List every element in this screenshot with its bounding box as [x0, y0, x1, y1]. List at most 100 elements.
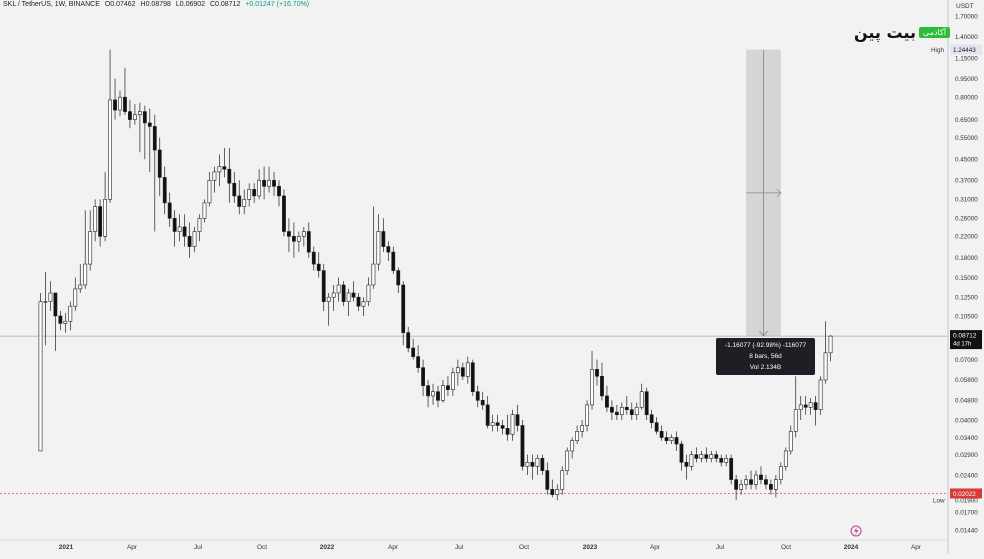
candle-down[interactable] — [262, 179, 266, 187]
candle-down[interactable] — [341, 284, 346, 302]
candle-down[interactable] — [495, 422, 500, 426]
candle-down[interactable] — [729, 458, 734, 480]
candle-down[interactable] — [803, 404, 808, 408]
candle-up[interactable] — [38, 301, 43, 452]
candle-down[interactable] — [813, 402, 818, 411]
candle-up[interactable] — [296, 235, 301, 242]
candle-up[interactable] — [535, 458, 540, 467]
candle-down[interactable] — [252, 189, 257, 197]
event-marker-icon[interactable] — [850, 525, 862, 537]
candle-down[interactable] — [113, 99, 117, 111]
candle-down[interactable] — [600, 375, 604, 397]
candle-up[interactable] — [689, 454, 694, 467]
candle-down[interactable] — [128, 111, 132, 120]
candle-up[interactable] — [361, 301, 366, 307]
candle-down[interactable] — [500, 425, 505, 429]
candle-up[interactable] — [773, 479, 778, 490]
candle-down[interactable] — [287, 231, 291, 237]
candle-down[interactable] — [172, 217, 177, 232]
candle-up[interactable] — [575, 431, 580, 441]
candle-up[interactable] — [137, 111, 142, 116]
candle-up[interactable] — [108, 99, 112, 200]
candle-down[interactable] — [386, 246, 391, 253]
candle-down[interactable] — [460, 367, 465, 377]
candle-up[interactable] — [88, 231, 93, 265]
candle-down[interactable] — [292, 235, 296, 242]
candle-up[interactable] — [133, 114, 137, 120]
candle-down[interactable] — [401, 284, 406, 333]
candle-up[interactable] — [257, 179, 262, 197]
candle-down[interactable] — [605, 395, 609, 408]
candle-up[interactable] — [68, 305, 73, 322]
candle-down[interactable] — [624, 406, 629, 411]
candle-up[interactable] — [301, 231, 306, 237]
candle-up[interactable] — [93, 206, 98, 232]
candle-up[interactable] — [247, 189, 252, 200]
candle-down[interactable] — [679, 443, 684, 463]
candle-down[interactable] — [152, 126, 157, 151]
candle-down[interactable] — [614, 411, 619, 416]
candle-up[interactable] — [490, 422, 495, 426]
candle-up[interactable] — [525, 462, 530, 467]
candle-down[interactable] — [515, 414, 520, 426]
candle-down[interactable] — [167, 202, 172, 219]
candle-down[interactable] — [277, 185, 281, 197]
candle-up[interactable] — [192, 231, 197, 247]
candle-up[interactable] — [739, 484, 743, 490]
candle-down[interactable] — [58, 315, 63, 324]
candle-up[interactable] — [376, 231, 381, 265]
candle-down[interactable] — [505, 428, 510, 435]
candle-down[interactable] — [446, 385, 450, 390]
candle-down[interactable] — [227, 168, 232, 184]
candle-up[interactable] — [783, 450, 788, 467]
candle-down[interactable] — [232, 182, 237, 197]
candle-down[interactable] — [162, 177, 167, 204]
candle-down[interactable] — [187, 235, 192, 247]
candle-down[interactable] — [381, 231, 386, 247]
candle-up[interactable] — [823, 352, 828, 381]
candle-up[interactable] — [724, 458, 729, 463]
candle-down[interactable] — [406, 332, 411, 349]
candle-up[interactable] — [202, 202, 207, 219]
candle-down[interactable] — [759, 474, 763, 480]
candle-down[interactable] — [659, 431, 664, 438]
symbol-label[interactable]: SKL / TetherUS, 1W, BINANCE — [3, 1, 100, 8]
candle-down[interactable] — [421, 367, 425, 386]
candle-up[interactable] — [778, 466, 783, 480]
candle-up[interactable] — [207, 179, 212, 204]
candle-up[interactable] — [197, 217, 202, 232]
candle-up[interactable] — [619, 406, 624, 416]
candle-up[interactable] — [639, 391, 644, 408]
candle-up[interactable] — [346, 292, 351, 302]
candle-up[interactable] — [242, 199, 247, 207]
candle-up[interactable] — [48, 292, 53, 302]
candle-down[interactable] — [282, 195, 286, 232]
candle-down[interactable] — [530, 462, 535, 467]
candle-down[interactable] — [321, 270, 326, 302]
candle-down[interactable] — [654, 422, 659, 432]
candle-up[interactable] — [793, 409, 798, 432]
candle-down[interactable] — [98, 206, 103, 237]
candle-up[interactable] — [699, 454, 704, 459]
candle-down[interactable] — [182, 226, 187, 237]
candle-down[interactable] — [316, 263, 321, 271]
candle-up[interactable] — [590, 369, 594, 406]
candle-down[interactable] — [391, 251, 396, 271]
candle-up[interactable] — [788, 431, 793, 452]
candle-up[interactable] — [510, 414, 515, 435]
candle-down[interactable] — [550, 489, 555, 495]
candle-down[interactable] — [396, 270, 401, 286]
candle-down[interactable] — [749, 479, 753, 485]
candle-down[interactable] — [520, 425, 525, 467]
candle-up[interactable] — [451, 372, 455, 390]
candle-down[interactable] — [147, 122, 152, 127]
candle-up[interactable] — [565, 450, 570, 471]
candle-down[interactable] — [719, 458, 724, 463]
candle-down[interactable] — [704, 454, 709, 459]
candle-down[interactable] — [311, 251, 316, 265]
candle-down[interactable] — [306, 231, 311, 253]
candle-up[interactable] — [709, 454, 714, 459]
candle-up[interactable] — [798, 404, 803, 411]
candle-up[interactable] — [43, 301, 48, 303]
